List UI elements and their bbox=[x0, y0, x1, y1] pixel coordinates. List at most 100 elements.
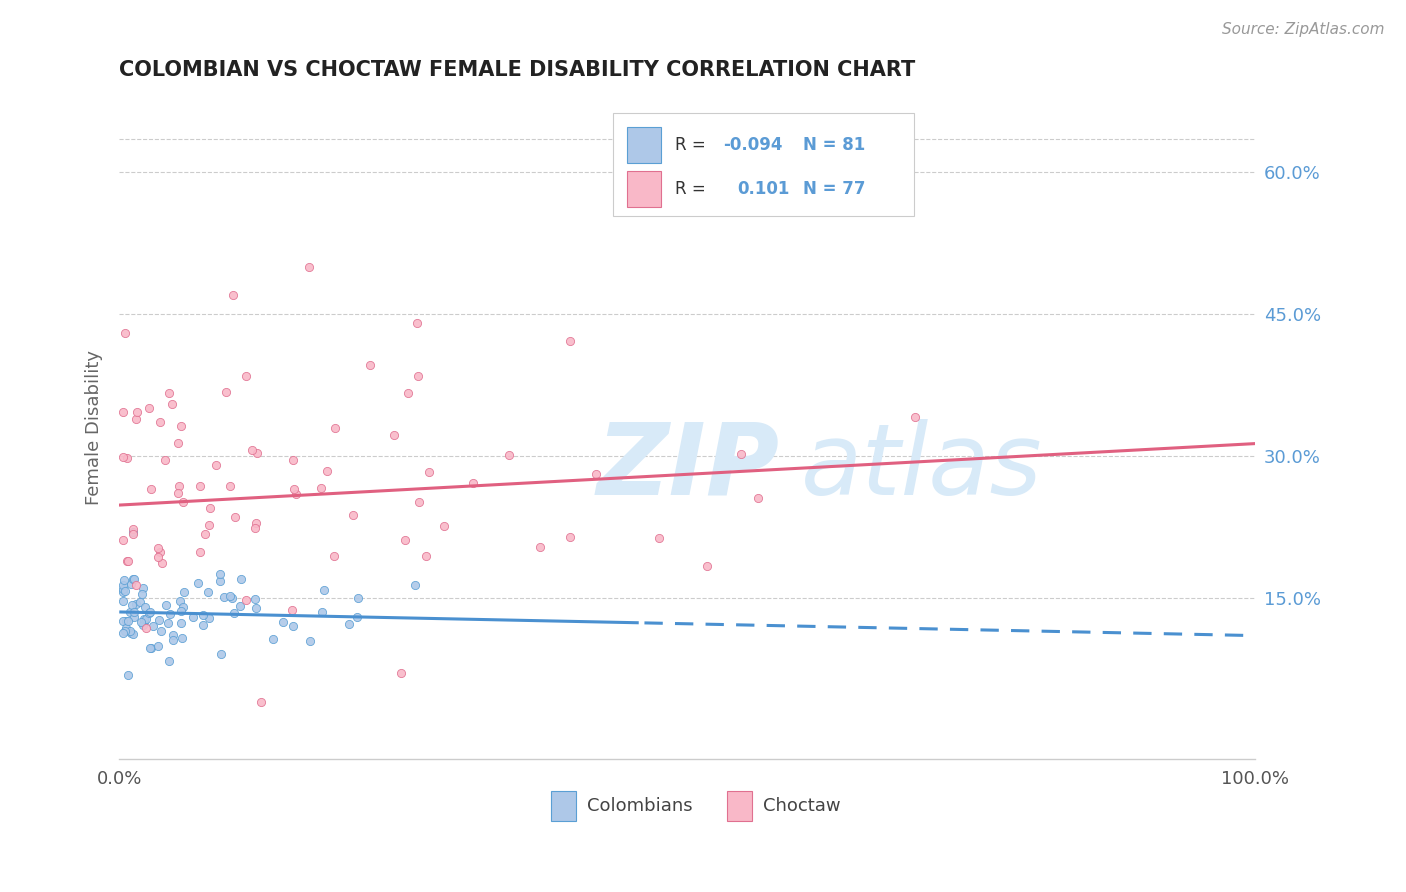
Point bbox=[498, 448, 520, 462]
Point bbox=[747, 491, 769, 506]
Point bbox=[730, 447, 752, 461]
Point bbox=[198, 517, 221, 532]
Point bbox=[311, 605, 333, 619]
Point bbox=[648, 531, 671, 545]
Point bbox=[142, 619, 165, 633]
Point bbox=[415, 549, 437, 564]
Point bbox=[162, 628, 184, 642]
Point bbox=[149, 624, 172, 639]
Point bbox=[122, 525, 145, 540]
Point bbox=[170, 604, 193, 618]
Point bbox=[111, 625, 134, 640]
Point bbox=[125, 405, 148, 419]
Point bbox=[558, 530, 581, 544]
Point bbox=[122, 522, 145, 536]
Point bbox=[218, 589, 240, 603]
Bar bbox=[627, 127, 661, 163]
Point bbox=[138, 606, 160, 620]
Point bbox=[148, 550, 170, 565]
Point bbox=[122, 605, 145, 619]
Point bbox=[235, 368, 257, 383]
Point bbox=[150, 556, 173, 570]
Point bbox=[128, 595, 150, 609]
Point bbox=[135, 621, 157, 635]
Point bbox=[212, 590, 235, 604]
Text: R =: R = bbox=[675, 136, 711, 153]
Point bbox=[359, 358, 381, 372]
Point bbox=[146, 640, 169, 654]
Point bbox=[148, 613, 170, 627]
Point bbox=[193, 608, 215, 623]
Point bbox=[198, 500, 221, 515]
Point bbox=[222, 288, 245, 302]
Bar bbox=[627, 171, 661, 207]
Point bbox=[114, 621, 136, 635]
Point bbox=[283, 482, 305, 496]
Bar bbox=[551, 791, 576, 822]
Point bbox=[153, 453, 176, 467]
Point bbox=[172, 600, 194, 615]
Point bbox=[129, 615, 152, 630]
Point bbox=[172, 494, 194, 508]
Point bbox=[408, 495, 430, 509]
Point bbox=[118, 605, 141, 619]
Point bbox=[281, 603, 304, 617]
Point bbox=[132, 581, 155, 595]
Point bbox=[209, 574, 232, 588]
Point bbox=[250, 695, 273, 709]
Point bbox=[347, 591, 370, 606]
Point bbox=[112, 573, 135, 587]
Point bbox=[134, 600, 156, 615]
Point bbox=[149, 415, 172, 429]
Point bbox=[167, 486, 190, 500]
Point bbox=[394, 533, 416, 548]
Y-axis label: Female Disability: Female Disability bbox=[86, 350, 103, 505]
Point bbox=[208, 566, 231, 581]
Point bbox=[173, 585, 195, 599]
Text: Colombians: Colombians bbox=[588, 797, 693, 815]
Point bbox=[205, 458, 228, 472]
Point bbox=[112, 585, 135, 599]
Point bbox=[405, 317, 427, 331]
Point bbox=[198, 611, 221, 625]
Point bbox=[141, 641, 163, 656]
Point bbox=[271, 615, 294, 630]
Point bbox=[117, 668, 139, 682]
Point bbox=[124, 597, 146, 611]
Text: COLOMBIAN VS CHOCTAW FEMALE DISABILITY CORRELATION CHART: COLOMBIAN VS CHOCTAW FEMALE DISABILITY C… bbox=[120, 60, 915, 79]
Point bbox=[322, 549, 344, 563]
Text: N = 81: N = 81 bbox=[803, 136, 865, 153]
Point bbox=[215, 384, 238, 399]
Point bbox=[120, 626, 142, 640]
Point bbox=[132, 611, 155, 625]
Point bbox=[117, 554, 139, 568]
Bar bbox=[613, 113, 914, 216]
Point bbox=[299, 634, 322, 648]
Point bbox=[138, 606, 160, 620]
Point bbox=[181, 610, 204, 624]
Point bbox=[246, 446, 269, 460]
Point bbox=[406, 369, 429, 384]
Text: atlas: atlas bbox=[801, 418, 1042, 516]
Point bbox=[124, 610, 146, 624]
Point bbox=[904, 410, 927, 425]
Point bbox=[169, 594, 191, 608]
Point bbox=[389, 666, 412, 681]
Point bbox=[229, 572, 252, 586]
Point bbox=[132, 618, 155, 632]
Point bbox=[132, 615, 155, 629]
Point bbox=[309, 481, 332, 495]
Text: Source: ZipAtlas.com: Source: ZipAtlas.com bbox=[1222, 22, 1385, 37]
Point bbox=[122, 627, 145, 641]
Point bbox=[114, 624, 136, 638]
Point bbox=[121, 598, 143, 612]
Point bbox=[696, 559, 718, 574]
Point bbox=[114, 584, 136, 599]
Point bbox=[284, 487, 307, 501]
Point bbox=[187, 576, 209, 591]
Point bbox=[138, 401, 160, 415]
Point bbox=[157, 654, 180, 668]
Point bbox=[124, 572, 146, 586]
Point bbox=[245, 516, 267, 530]
Point bbox=[191, 618, 214, 632]
